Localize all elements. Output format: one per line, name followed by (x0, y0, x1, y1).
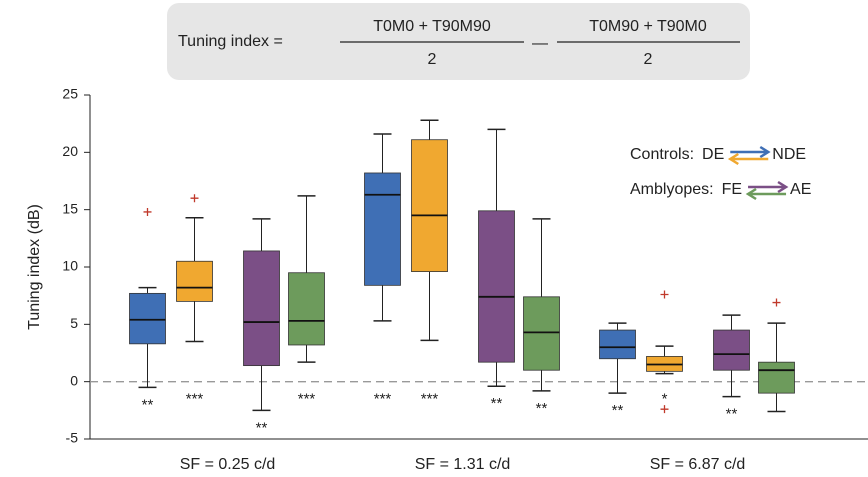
box (713, 329, 750, 371)
formula-numerator: T0M90 + T90M0 (589, 18, 707, 35)
legend-arrow (745, 187, 787, 201)
box (411, 139, 448, 272)
outlier (143, 207, 152, 216)
legend-from: DE (702, 146, 724, 163)
box (176, 260, 213, 302)
formula-denominator: 2 (644, 51, 653, 68)
outlier (190, 194, 199, 203)
outlier (660, 405, 669, 414)
significance: ** (142, 396, 154, 413)
formula-lhs: Tuning index = (178, 33, 283, 50)
legend-label: Amblyopes: (630, 181, 714, 198)
x-tick-label: SF = 6.87 c/d (650, 456, 746, 473)
y-tick-label: 15 (62, 200, 78, 216)
significance: ** (256, 419, 268, 436)
box (364, 172, 401, 286)
significance: ** (491, 395, 503, 412)
legend-to: NDE (772, 146, 806, 163)
legend-arrow (748, 180, 789, 194)
significance: ** (536, 400, 548, 417)
box (129, 292, 166, 345)
significance: *** (374, 391, 392, 408)
y-tick-label: 5 (70, 315, 78, 331)
box (758, 361, 795, 394)
significance: *** (298, 391, 316, 408)
outlier (660, 290, 669, 299)
formula-operator: — (532, 35, 548, 52)
significance: * (662, 391, 668, 408)
significance: ** (612, 402, 624, 419)
box (599, 329, 636, 360)
legend-label: Controls: (630, 146, 694, 163)
y-tick-label: 10 (62, 258, 78, 274)
box (243, 250, 280, 367)
legend-arrow (727, 152, 769, 166)
box (523, 296, 560, 371)
significance: *** (186, 391, 204, 408)
x-tick-label: SF = 0.25 c/d (180, 456, 276, 473)
y-axis-label: Tuning index (dB) (26, 204, 43, 330)
significance: *** (421, 391, 439, 408)
x-tick-label: SF = 1.31 c/d (415, 456, 511, 473)
y-tick-label: 0 (70, 372, 78, 388)
significance: ** (726, 406, 738, 423)
box (288, 272, 325, 346)
legend-from: FE (722, 181, 742, 198)
outlier (772, 298, 781, 307)
y-tick-label: -5 (66, 430, 79, 446)
y-tick-label: 20 (62, 143, 78, 159)
formula-numerator: T0M0 + T90M90 (373, 18, 491, 35)
box (478, 210, 515, 363)
legend-to: AE (790, 181, 811, 198)
formula-denominator: 2 (428, 51, 437, 68)
legend-arrow (730, 145, 771, 159)
y-tick-label: 25 (62, 86, 78, 102)
